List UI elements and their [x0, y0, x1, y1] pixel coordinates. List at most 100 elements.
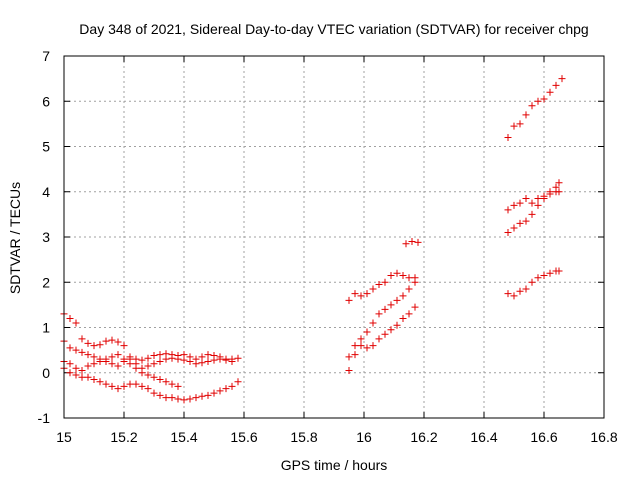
data-point — [138, 369, 146, 377]
data-point — [156, 351, 164, 359]
data-point — [228, 382, 236, 390]
series-track-8 — [402, 238, 422, 248]
data-point — [210, 356, 218, 364]
y-tick-label: 4 — [42, 184, 50, 200]
data-point — [504, 133, 512, 141]
plot-frame — [63, 55, 605, 419]
data-point — [162, 355, 170, 363]
data-point — [210, 389, 218, 397]
data-point — [534, 201, 542, 209]
data-point — [156, 376, 164, 384]
data-point — [192, 394, 200, 402]
data-point — [387, 326, 395, 334]
y-tick-label: 5 — [42, 139, 50, 155]
data-point — [555, 267, 563, 275]
data-point — [108, 353, 116, 361]
data-point — [510, 201, 518, 209]
data-point — [66, 314, 74, 322]
x-tick-label: 15.8 — [290, 429, 317, 445]
data-point — [504, 206, 512, 214]
data-point — [162, 378, 170, 386]
y-tick-label: 2 — [42, 274, 50, 290]
data-point — [351, 290, 359, 298]
data-point — [405, 310, 413, 318]
data-point — [108, 360, 116, 368]
data-point — [114, 385, 122, 393]
x-tick-label: 15.2 — [110, 429, 137, 445]
y-tick-label: 1 — [42, 320, 50, 336]
data-point — [393, 321, 401, 329]
data-point — [66, 360, 74, 368]
data-point — [363, 290, 371, 298]
data-point — [78, 348, 86, 356]
data-point — [540, 271, 548, 279]
series-track-4 — [60, 364, 242, 404]
series-track-11 — [504, 188, 563, 236]
data-point — [357, 292, 365, 300]
data-point — [126, 360, 134, 368]
data-point — [186, 357, 194, 365]
data-point — [351, 342, 359, 350]
data-point — [510, 292, 518, 300]
data-point — [534, 195, 542, 203]
data-point — [399, 292, 407, 300]
data-point — [510, 122, 518, 130]
data-point — [108, 336, 116, 344]
data-point — [132, 364, 140, 372]
series-track-10 — [504, 179, 563, 214]
data-point — [399, 271, 407, 279]
data-point — [204, 391, 212, 399]
data-point — [78, 366, 86, 374]
data-point — [120, 382, 128, 390]
data-point — [363, 344, 371, 352]
data-point — [351, 351, 359, 359]
x-tick-label: 15 — [56, 429, 72, 445]
data-point — [402, 240, 410, 248]
data-point — [168, 354, 176, 362]
data-point — [393, 296, 401, 304]
series-track-5 — [345, 269, 419, 304]
data-point — [84, 339, 92, 347]
data-point — [120, 342, 128, 350]
data-point — [174, 382, 182, 390]
data-point — [414, 238, 422, 246]
data-point — [534, 97, 542, 105]
data-point — [375, 335, 383, 343]
data-point — [162, 394, 170, 402]
data-point — [144, 385, 152, 393]
data-point — [102, 355, 110, 363]
data-point — [357, 335, 365, 343]
series-track-6 — [345, 278, 419, 361]
series-track-9 — [504, 75, 566, 141]
x-tick-label: 15.4 — [170, 429, 197, 445]
data-point — [144, 371, 152, 379]
series-track-12 — [504, 267, 563, 300]
data-point — [222, 356, 230, 364]
data-point — [387, 271, 395, 279]
data-point — [555, 179, 563, 187]
data-point — [411, 278, 419, 286]
data-point — [522, 111, 530, 119]
data-point — [534, 274, 542, 282]
data-point — [516, 120, 524, 128]
tick-labels: 15 15.2 15.4 15.6 15.8 16 16.2 16.4 16.6 16.8-101… — [38, 48, 618, 445]
data-point — [522, 285, 530, 293]
data-point — [375, 281, 383, 289]
data-point — [357, 342, 365, 350]
series-track-3 — [60, 351, 182, 390]
data-point — [150, 360, 158, 368]
data-point — [114, 362, 122, 370]
data-point — [132, 380, 140, 388]
data-point — [363, 328, 371, 336]
data-point — [96, 357, 104, 365]
x-tick-label: 16.2 — [410, 429, 437, 445]
data-point — [546, 190, 554, 198]
x-tick-label: 16.8 — [590, 429, 617, 445]
data-point — [516, 287, 524, 295]
data-point — [72, 364, 80, 372]
data-point — [156, 357, 164, 365]
data-point — [90, 353, 98, 361]
data-point — [66, 369, 74, 377]
data-point — [138, 382, 146, 390]
